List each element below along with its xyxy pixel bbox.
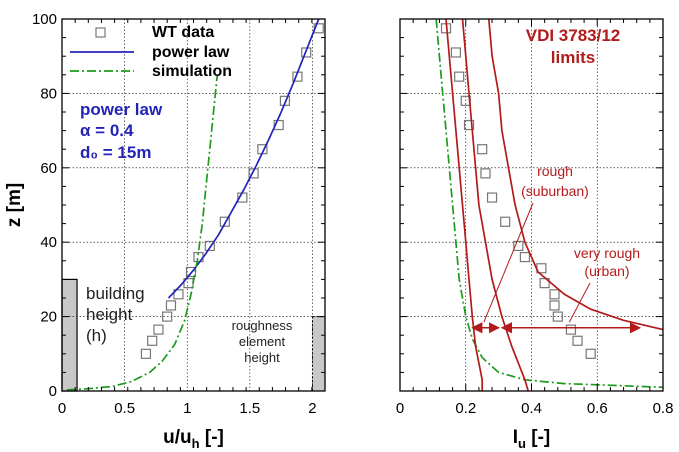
x-tick-label: 1.5	[239, 400, 260, 417]
rough-pointer-line	[483, 202, 534, 323]
x-tick-label: 0.8	[653, 400, 674, 417]
legend-marker	[95, 27, 106, 38]
x-axis-label-main: u/u	[163, 427, 192, 448]
data-point-marker	[185, 266, 197, 278]
x-axis-label-unit: [-]	[526, 427, 550, 448]
panel-title-line: VDI 3783/12	[526, 26, 621, 45]
x-tick-label: 0.2	[455, 400, 476, 417]
data-point-marker	[162, 311, 173, 322]
data-point-marker	[477, 144, 488, 155]
data-point-marker	[173, 289, 184, 300]
data-point-marker	[454, 71, 465, 82]
x-tick-label: 0	[58, 400, 66, 417]
data-point-marker	[500, 216, 511, 227]
data-point-marker	[450, 47, 461, 58]
plot-area	[62, 19, 325, 391]
data-point-marker	[486, 192, 498, 203]
x-tick-label: 1	[183, 400, 191, 417]
power-law-annotation-line: α = 0.4	[80, 121, 134, 140]
series-line-power-law	[167, 18, 320, 299]
x-tick-label: 0.4	[521, 400, 542, 417]
data-point-marker	[463, 119, 475, 131]
series-line-simulation	[66, 74, 219, 391]
data-point-marker	[273, 119, 284, 131]
rough-suburban-label: (suburban)	[521, 183, 589, 199]
legend-label: WT data	[152, 24, 214, 41]
data-point-marker	[513, 240, 524, 252]
power-law-annotation-line: d₀ = 15m	[80, 143, 151, 162]
x-axis-label-subscript: u	[518, 436, 526, 451]
building-height-label: building	[86, 284, 145, 303]
legend-label: simulation	[152, 63, 232, 80]
legend-label: power law	[152, 44, 230, 61]
panel-right-turbulence-intensity: 0 0.2 0.4 0.6 0.8 Iu [-] VDI 3783/12 limits roug…	[396, 18, 674, 451]
y-tick-label: 100	[32, 11, 57, 28]
data-point-marker	[147, 335, 158, 346]
x-axis-label-unit: [-]	[200, 427, 224, 448]
y-tick-label: 0	[49, 383, 57, 400]
rough-suburban-label: rough	[537, 163, 573, 179]
series-line-limit-left	[445, 18, 484, 391]
series-line-simulation	[435, 18, 664, 389]
data-point-marker	[480, 168, 491, 179]
x-tick-label: 2	[308, 400, 316, 417]
data-point-marker	[519, 251, 531, 263]
very-rough-urban-label: very rough	[574, 245, 640, 261]
y-axis-label: z [m]	[4, 183, 25, 227]
data-point-marker	[572, 335, 583, 346]
x-tick-label: 0.5	[114, 400, 135, 417]
y-tick-label: 20	[40, 309, 57, 326]
x-axis-label-main: I	[513, 427, 518, 448]
x-tick-label: 0.6	[587, 400, 608, 417]
panel-title-line: limits	[551, 48, 595, 67]
y-tick-label: 40	[40, 234, 57, 251]
very-rough-pointer-line	[568, 282, 591, 323]
x-axis-label-subscript: h	[192, 436, 200, 451]
data-point-marker	[219, 216, 230, 227]
data-point-marker	[301, 47, 312, 58]
series-line-limit-right	[487, 18, 664, 331]
data-point-marker	[279, 95, 291, 106]
data-point-marker	[549, 300, 560, 311]
y-tick-label: 60	[40, 160, 57, 177]
data-point-marker	[165, 300, 177, 311]
data-point-marker	[140, 348, 152, 359]
data-point-marker	[204, 240, 215, 252]
series-line-limit-middle	[461, 18, 530, 392]
roughness-element-label: roughness	[232, 318, 293, 333]
x-axis-label: u/uh [-]	[163, 427, 224, 451]
very-rough-urban-label: (urban)	[584, 263, 629, 279]
building-height-label: (h)	[86, 326, 107, 345]
x-tick-label: 0	[396, 400, 404, 417]
data-point-marker	[549, 289, 560, 300]
data-point-marker	[552, 311, 563, 322]
power-law-annotation-line: power law	[80, 100, 163, 119]
data-point-marker	[153, 324, 164, 335]
y-tick-label: 80	[40, 85, 57, 102]
building-height-label: height	[86, 305, 133, 324]
x-axis-label: Iu [-]	[513, 427, 551, 451]
data-point-marker	[585, 348, 596, 359]
roughness-element-label: element	[239, 334, 286, 349]
roughness-element-label: height	[244, 350, 280, 365]
